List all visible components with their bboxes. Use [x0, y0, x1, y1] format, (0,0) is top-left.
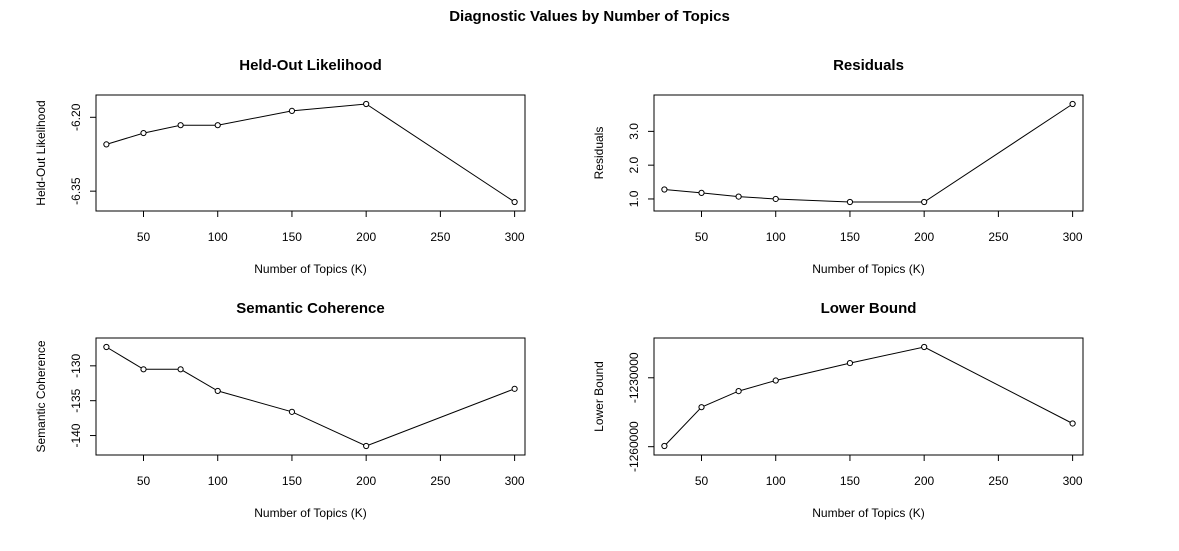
panel-title: Residuals: [833, 57, 904, 74]
y-tick-label: -1230000: [627, 352, 641, 403]
data-point: [661, 186, 668, 193]
x-tick-label: 50: [695, 474, 709, 488]
series-line: [106, 346, 515, 447]
x-tick-label: 100: [766, 474, 786, 488]
data-point: [363, 100, 370, 108]
plot-frame: [653, 337, 1084, 456]
x-axis-label: Number of Topics (K): [812, 262, 924, 276]
x-tick-label: 200: [914, 230, 934, 244]
data-point: [177, 366, 184, 373]
data-point: [846, 198, 854, 206]
chart-panel-4: Lower Bound 50 100 150 200 250 300 -1260000 -123…: [592, 300, 1084, 520]
data-point: [511, 198, 518, 206]
x-tick-label: 100: [208, 230, 228, 244]
x-tick-label: 300: [505, 474, 525, 488]
data-point: [921, 343, 928, 351]
y-axis-label: Held-Out Likelihood: [34, 100, 48, 205]
data-point: [1069, 420, 1076, 427]
y-axis-label: Lower Bound: [592, 361, 606, 432]
data-point: [103, 343, 110, 351]
y-tick-label: 2.0: [627, 157, 641, 174]
data-point: [1069, 100, 1076, 108]
x-axis-label: Number of Topics (K): [254, 262, 366, 276]
y-axis-label: Residuals: [592, 127, 606, 180]
data-point: [698, 189, 705, 196]
data-point: [288, 408, 296, 415]
data-point: [661, 442, 668, 450]
x-tick-label: 100: [766, 230, 786, 244]
y-tick-label: -135: [69, 388, 83, 412]
x-tick-label: 100: [208, 474, 228, 488]
x-tick-label: 250: [430, 230, 450, 244]
panel-title: Semantic Coherence: [236, 300, 384, 317]
x-tick-label: 200: [356, 474, 376, 488]
y-axis-label: Semantic Coherence: [34, 340, 48, 452]
x-tick-label: 200: [356, 230, 376, 244]
x-tick-label: 50: [137, 474, 151, 488]
panel-title: Held-Out Likelihood: [239, 57, 382, 74]
data-point: [921, 198, 928, 206]
x-tick-label: 150: [282, 230, 302, 244]
x-tick-label: 300: [1063, 474, 1083, 488]
series-line: [664, 346, 1073, 447]
data-point: [140, 129, 147, 137]
x-tick-label: 150: [282, 474, 302, 488]
data-point: [177, 122, 184, 129]
x-tick-label: 150: [840, 474, 860, 488]
x-tick-label: 150: [840, 230, 860, 244]
x-tick-label: 250: [430, 474, 450, 488]
y-tick-label: 1.0: [627, 190, 641, 207]
data-point: [698, 404, 705, 411]
series-line: [106, 103, 515, 203]
x-tick-label: 200: [914, 474, 934, 488]
data-point: [214, 387, 221, 395]
y-tick-label: -6.20: [69, 103, 83, 131]
data-point: [735, 388, 742, 395]
x-tick-label: 300: [1063, 230, 1083, 244]
x-tick-label: 50: [695, 230, 709, 244]
x-axis-label: Number of Topics (K): [812, 506, 924, 520]
figure-title: Diagnostic Values by Number of Topics: [449, 8, 730, 25]
y-tick-label: -130: [69, 353, 83, 377]
plot-frame: [95, 337, 526, 456]
data-point: [846, 359, 854, 367]
panel-title: Lower Bound: [821, 300, 917, 317]
data-point: [288, 107, 296, 114]
x-tick-label: 50: [137, 230, 151, 244]
data-point: [511, 385, 518, 392]
x-tick-label: 300: [505, 230, 525, 244]
data-point: [140, 366, 147, 373]
data-point: [103, 141, 110, 148]
y-tick-label: -6.35: [69, 177, 83, 205]
chart-panel-2: Residuals 50 100 150 200 250 300 1.0 2.0 3.0 Numbe…: [592, 57, 1084, 276]
data-point: [735, 193, 742, 200]
y-tick-label: 3.0: [627, 123, 641, 140]
x-tick-label: 250: [988, 474, 1008, 488]
y-tick-label: -140: [69, 423, 83, 447]
data-point: [772, 195, 779, 203]
x-axis-label: Number of Topics (K): [254, 506, 366, 520]
chart-panel-3: Semantic Coherence 50 100 150 200 250 300 -140 -…: [34, 300, 526, 520]
y-tick-label: -1260000: [627, 421, 641, 472]
data-point: [363, 442, 370, 450]
plot-frame: [653, 94, 1084, 212]
series-line: [664, 103, 1073, 203]
data-point: [772, 377, 779, 384]
x-tick-label: 250: [988, 230, 1008, 244]
plot-frame: [95, 94, 526, 212]
data-point: [214, 122, 221, 129]
chart-panel-1: Held-Out Likelihood 50 100 150 200 250 300 -6.3…: [34, 57, 526, 276]
